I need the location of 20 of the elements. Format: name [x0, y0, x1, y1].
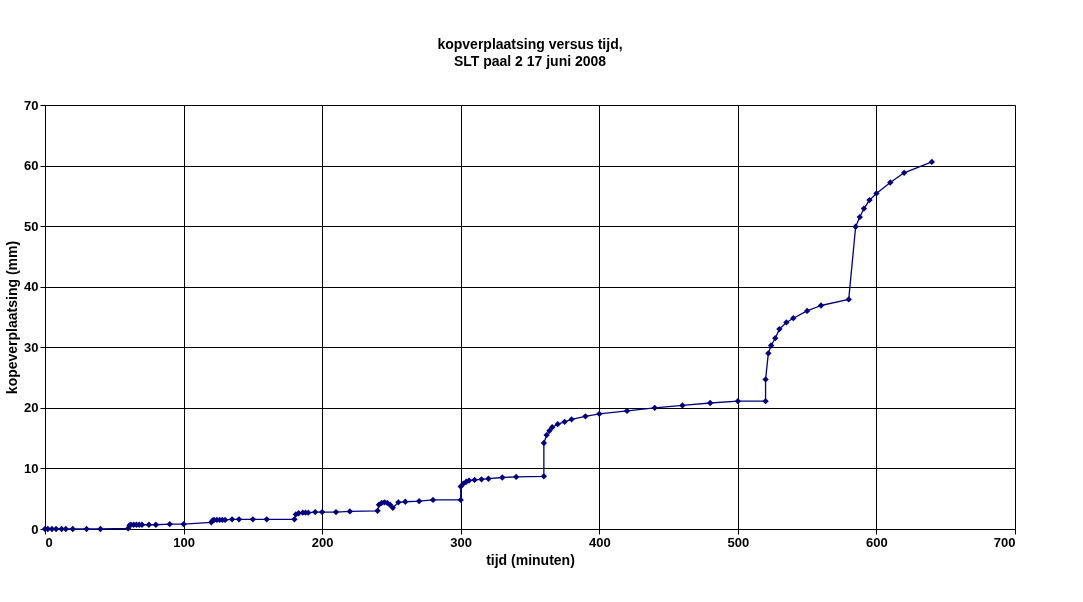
chart-subtitle: SLT paal 2 17 juni 2008 — [453, 53, 607, 69]
y-tick-label: 20 — [24, 400, 39, 416]
y-tick-label: 30 — [24, 339, 39, 355]
x-tick-label: 400 — [588, 534, 611, 550]
x-tick-label: 100 — [173, 534, 195, 550]
y-tick-label: 50 — [24, 218, 39, 234]
x-tick-label: 300 — [450, 534, 473, 550]
y-tick-label: 40 — [24, 279, 39, 295]
y-tick-label: 60 — [24, 158, 39, 174]
y-axis-title: kopeverplaatsing (mm) — [4, 240, 21, 395]
y-tick-label: 70 — [24, 97, 39, 113]
x-axis-title: tijd (minuten) — [486, 551, 575, 568]
x-tick-label: 200 — [311, 534, 334, 550]
y-tick-label: 0 — [31, 521, 39, 537]
x-tick-label: 700 — [993, 534, 1016, 550]
x-tick-label: 600 — [866, 534, 888, 550]
x-tick-label: 500 — [727, 534, 750, 550]
y-tick-label: 10 — [24, 460, 39, 476]
x-tick-label: 0 — [45, 534, 53, 550]
chart-title: kopverplaatsing versus tijd, — [437, 36, 623, 52]
